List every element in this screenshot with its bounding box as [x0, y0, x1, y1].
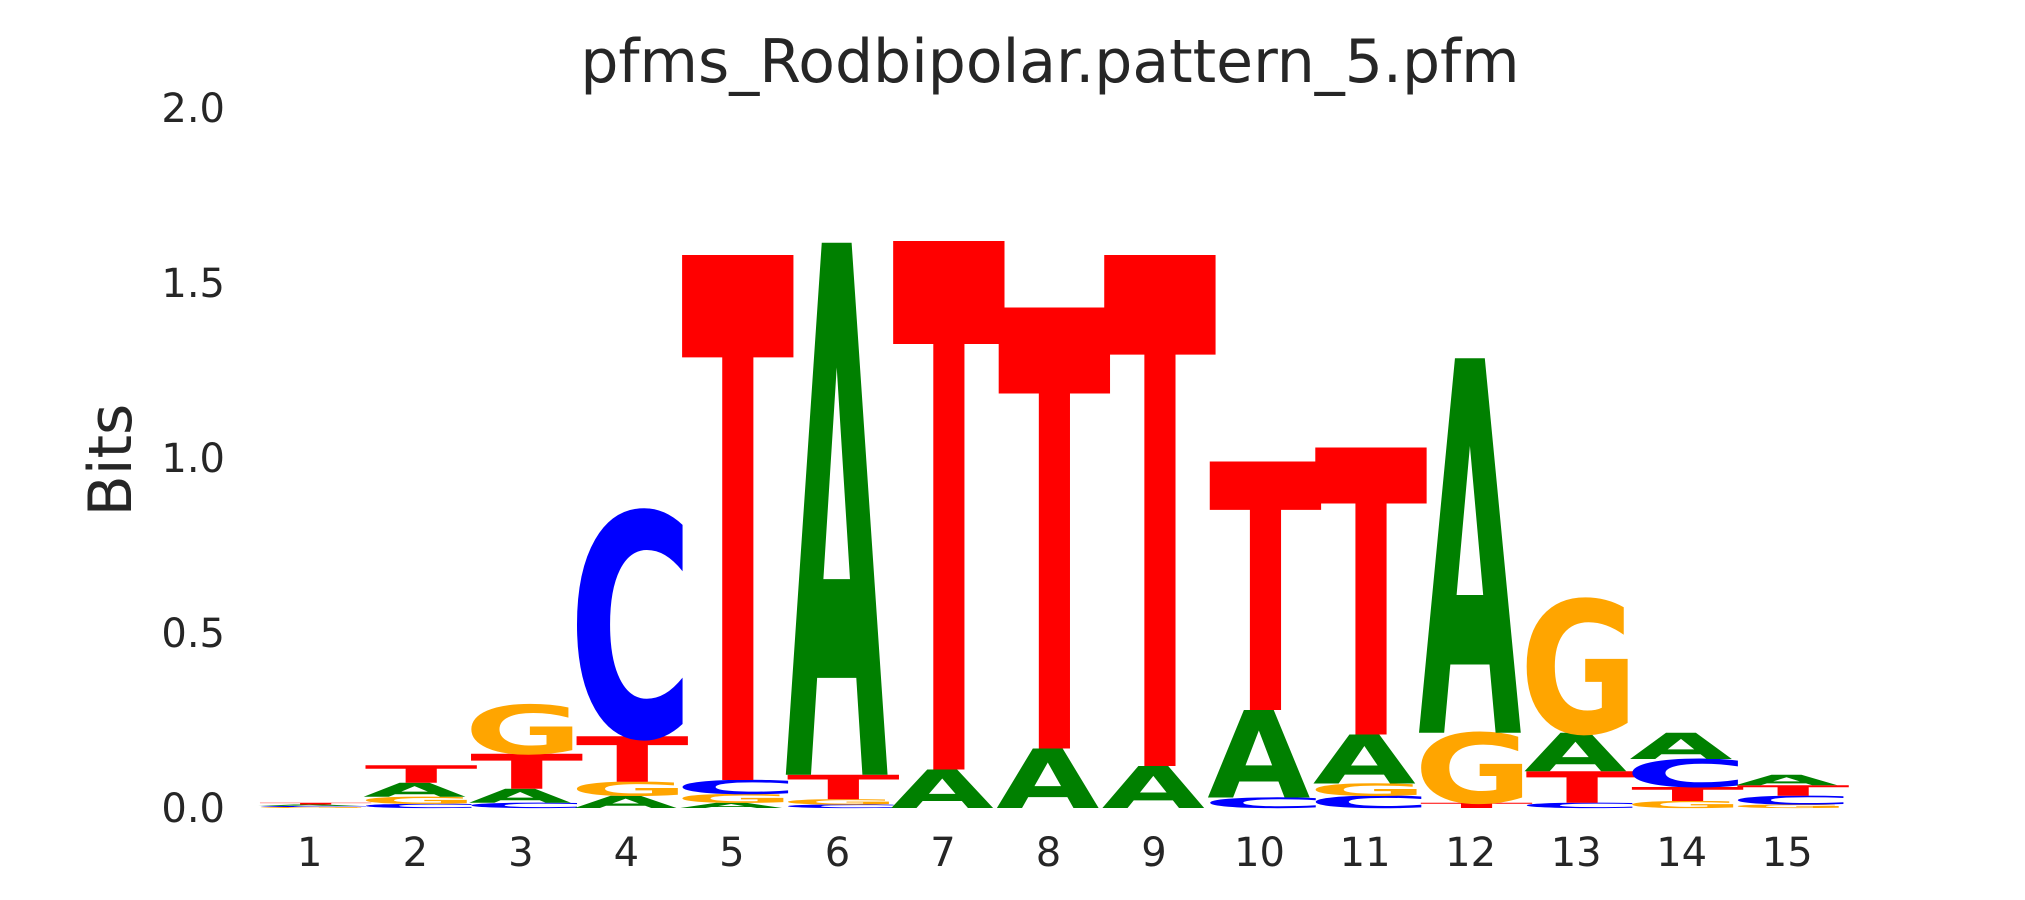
logo-letter-C: C	[1729, 793, 1854, 807]
logo-letter-C: C	[674, 776, 799, 798]
x-tick-label: 8	[1036, 830, 1061, 876]
logo-letter-C: C	[1202, 795, 1327, 812]
logo-letter-T: T	[1526, 763, 1639, 813]
logo-letter-C: C	[252, 806, 377, 808]
x-tick-label: 14	[1656, 830, 1707, 876]
y-tick-label: 1.0	[161, 436, 225, 482]
logo-letter-G: G	[675, 792, 794, 806]
logo-letter-T: T	[1420, 801, 1533, 809]
logo-letter-A: A	[257, 804, 360, 806]
logo-letter-G: G	[781, 798, 900, 806]
logo-letter-A: A	[1735, 772, 1838, 789]
logo-letter-T: T	[1631, 783, 1744, 805]
logo-letter-A: A	[574, 793, 677, 812]
logo-letter-A: A	[1629, 726, 1732, 768]
y-axis-label: Bits	[76, 404, 146, 517]
logo-letter-A: A	[680, 801, 783, 809]
y-tick-label: 0.5	[161, 611, 225, 657]
logo-letter-T: T	[892, 98, 1006, 900]
logo-letter-G: G	[1308, 780, 1427, 800]
x-tick-label: 6	[825, 830, 850, 876]
x-tick-label: 2	[403, 830, 428, 876]
logo-letter-T: T	[1103, 116, 1217, 900]
logo-letter-A: A	[1418, 258, 1522, 855]
x-tick-label: 12	[1445, 830, 1496, 876]
logo-letter-G: G	[464, 691, 583, 770]
logo-letter-C: C	[1624, 752, 1749, 797]
logo-letter-T: T	[787, 768, 900, 807]
x-tick-label: 3	[508, 830, 533, 876]
logo-letter-A: A	[1102, 755, 1205, 822]
logo-letter-A: A	[1313, 721, 1417, 799]
logo-letter-A: A	[785, 97, 889, 900]
x-tick-label: 4	[614, 830, 639, 876]
y-axis-ticks: 0.0 0.5 1.0 1.5 2.0	[161, 86, 225, 832]
logo-letter-T: T	[259, 802, 372, 805]
logo-letter-C: C	[1307, 792, 1432, 812]
logo-letter-A: A	[996, 733, 1099, 828]
x-tick-label: 10	[1234, 830, 1285, 876]
x-axis-ticks: 1 2 3 4 5 6 7 8 9 10 11 12 13 14 15	[297, 830, 1813, 876]
logo-letter-G: G	[570, 778, 689, 800]
logo-letter-C: C	[1518, 801, 1643, 809]
logo-letter-A: A	[469, 785, 573, 807]
logo-letter-A: A	[1207, 686, 1310, 826]
logo-letter-G: G	[1625, 799, 1744, 810]
logo-letter-T: T	[365, 760, 478, 788]
chart-title: pfms_Rodbipolar.pattern_5.pfm	[580, 27, 1519, 97]
logo-letter-T: T	[576, 724, 689, 797]
x-tick-label: 7	[930, 830, 955, 876]
logo-letter-C: C	[357, 803, 482, 810]
logo-letter-G: G	[1414, 714, 1533, 826]
logo-letter-G: G	[1519, 563, 1638, 776]
logo-letter-T: T	[1737, 782, 1850, 799]
x-tick-label: 9	[1141, 830, 1166, 876]
logo-letter-C: C	[569, 450, 694, 809]
logo-letter-G: G	[253, 807, 372, 809]
logo-letter-G: G	[359, 795, 478, 806]
y-tick-label: 1.5	[161, 261, 225, 307]
x-tick-label: 15	[1762, 830, 1813, 876]
logo-letter-C: C	[780, 804, 905, 810]
x-tick-label: 1	[297, 830, 322, 876]
logo-letter-T: T	[470, 744, 583, 800]
logo-letter-A: A	[891, 759, 994, 821]
x-tick-label: 11	[1340, 830, 1391, 876]
logo-letter-T: T	[681, 113, 795, 900]
logo-letter-G: G	[1731, 804, 1850, 810]
y-tick-label: 0.0	[161, 786, 225, 832]
logo-letter-C: C	[463, 801, 588, 809]
logo-letter-T: T	[1209, 395, 1323, 792]
logo-letter-A: A	[1524, 722, 1627, 784]
logo-letter-T: T	[998, 187, 1112, 892]
logo-letter-A: A	[363, 779, 467, 801]
logo-letter-T: T	[1314, 371, 1428, 829]
x-tick-label: 5	[719, 830, 744, 876]
x-tick-label: 13	[1551, 830, 1602, 876]
y-tick-label: 2.0	[161, 86, 225, 132]
